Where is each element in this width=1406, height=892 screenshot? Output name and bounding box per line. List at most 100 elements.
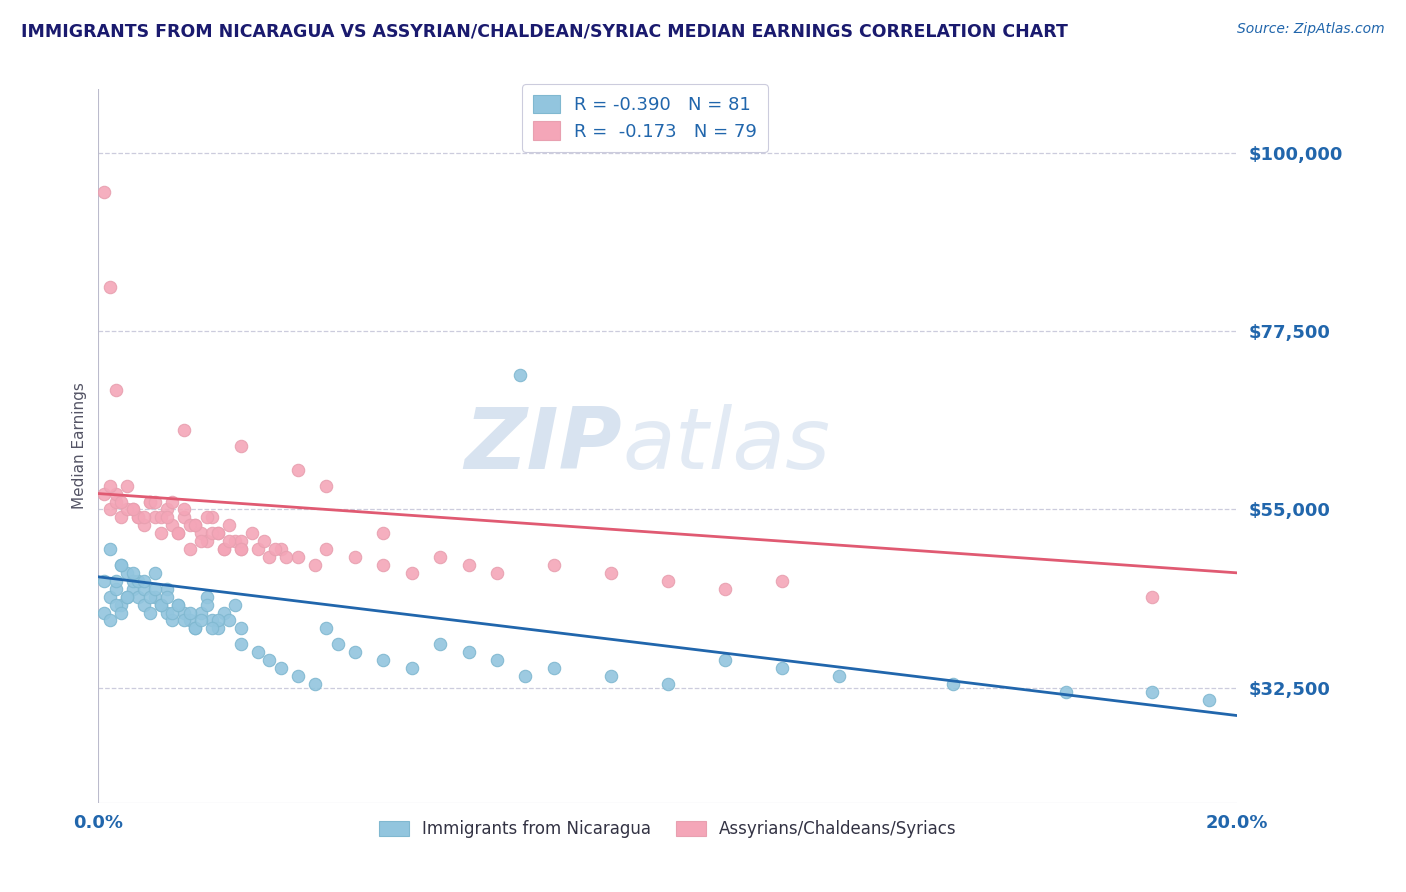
Point	[201, 621, 224, 635]
Point	[195, 590, 218, 604]
Point	[657, 574, 679, 588]
Point	[167, 598, 190, 612]
Point	[224, 534, 246, 549]
Point	[167, 598, 190, 612]
Point	[110, 510, 132, 524]
Point	[201, 526, 224, 541]
Point	[190, 606, 212, 620]
Point	[98, 280, 121, 294]
Point	[212, 606, 235, 620]
Point	[486, 653, 509, 667]
Point	[138, 606, 160, 620]
Point	[156, 590, 179, 604]
Point	[179, 614, 201, 628]
Point	[600, 669, 623, 683]
Point	[167, 526, 190, 541]
Point	[110, 598, 132, 612]
Point	[173, 614, 195, 628]
Point	[98, 542, 121, 557]
Point	[150, 510, 173, 524]
Point	[179, 542, 201, 557]
Point	[429, 549, 451, 564]
Point	[657, 677, 679, 691]
Point	[127, 510, 149, 524]
Point	[93, 486, 115, 500]
Point	[543, 661, 565, 675]
Point	[270, 661, 292, 675]
Point	[259, 653, 281, 667]
Point	[515, 669, 537, 683]
Point	[315, 478, 337, 492]
Point	[190, 534, 212, 549]
Point	[104, 494, 127, 508]
Point	[229, 534, 252, 549]
Point	[509, 368, 531, 382]
Point	[770, 661, 793, 675]
Point	[207, 614, 229, 628]
Point	[457, 645, 479, 659]
Point	[138, 494, 160, 508]
Point	[98, 478, 121, 492]
Point	[150, 526, 173, 541]
Point	[190, 526, 212, 541]
Point	[104, 384, 127, 398]
Point	[162, 614, 184, 628]
Point	[145, 494, 167, 508]
Point	[93, 186, 115, 200]
Point	[229, 637, 252, 651]
Point	[373, 653, 395, 667]
Point	[173, 423, 195, 437]
Point	[326, 637, 349, 651]
Point	[207, 621, 229, 635]
Point	[246, 645, 269, 659]
Point	[115, 590, 138, 604]
Point	[207, 526, 229, 541]
Point	[195, 598, 218, 612]
Point	[264, 542, 287, 557]
Point	[343, 645, 366, 659]
Point	[184, 518, 207, 533]
Point	[127, 590, 149, 604]
Text: atlas: atlas	[623, 404, 831, 488]
Point	[229, 542, 252, 557]
Point	[240, 526, 263, 541]
Point	[714, 582, 737, 596]
Point	[828, 669, 851, 683]
Point	[173, 510, 195, 524]
Point	[1140, 685, 1163, 699]
Point	[138, 590, 160, 604]
Point	[373, 558, 395, 572]
Point	[184, 621, 207, 635]
Point	[132, 518, 155, 533]
Point	[201, 510, 224, 524]
Point	[401, 661, 423, 675]
Point	[132, 582, 155, 596]
Point	[179, 518, 201, 533]
Point	[770, 574, 793, 588]
Point	[190, 614, 212, 628]
Point	[104, 486, 127, 500]
Point	[212, 542, 235, 557]
Point	[287, 669, 309, 683]
Text: ZIP: ZIP	[464, 404, 623, 488]
Point	[373, 526, 395, 541]
Point	[184, 621, 207, 635]
Point	[229, 542, 252, 557]
Point	[246, 542, 269, 557]
Point	[104, 598, 127, 612]
Point	[212, 542, 235, 557]
Point	[110, 558, 132, 572]
Point	[156, 502, 179, 516]
Point	[543, 558, 565, 572]
Point	[115, 590, 138, 604]
Point	[162, 606, 184, 620]
Point	[457, 558, 479, 572]
Point	[145, 582, 167, 596]
Point	[156, 606, 179, 620]
Point	[184, 518, 207, 533]
Point	[942, 677, 965, 691]
Point	[343, 549, 366, 564]
Point	[195, 534, 218, 549]
Point	[287, 463, 309, 477]
Point	[115, 566, 138, 580]
